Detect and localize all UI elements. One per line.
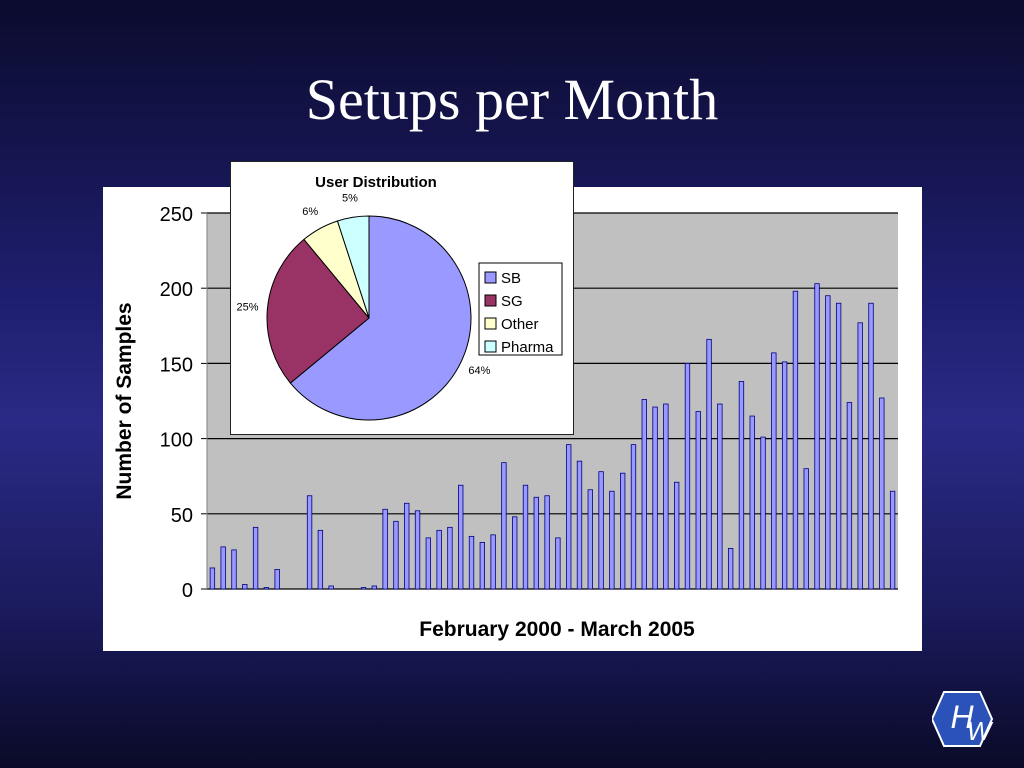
bars <box>209 283 896 590</box>
x-axis-label: February 2000 - March 2005 <box>419 618 695 641</box>
bar <box>555 537 561 590</box>
bar <box>652 406 658 590</box>
bar <box>814 283 820 590</box>
bar <box>360 587 367 590</box>
bar <box>252 526 259 590</box>
bar <box>317 529 324 590</box>
bar <box>587 489 593 590</box>
bar <box>825 295 831 590</box>
legend-swatch <box>484 271 497 284</box>
bar <box>738 381 745 590</box>
pie-slice-sb <box>289 215 472 421</box>
bar <box>889 490 896 590</box>
bar <box>306 495 313 590</box>
bar <box>274 569 280 590</box>
bar <box>760 436 766 590</box>
bar <box>512 516 518 590</box>
bar <box>868 302 874 590</box>
pie-slice-pharma <box>336 215 370 319</box>
bar <box>479 541 485 590</box>
y-tick-label: 200 <box>160 279 193 301</box>
bar <box>371 585 378 590</box>
bar <box>781 361 788 590</box>
bar <box>749 415 755 590</box>
hw-logo: H W <box>930 690 1004 748</box>
bar <box>641 399 647 590</box>
y-tick-labels: 0 50 100 150 200 250 <box>160 204 193 602</box>
bar <box>447 526 453 590</box>
bar <box>328 585 334 590</box>
bar <box>727 547 734 590</box>
bar <box>458 484 464 590</box>
bar <box>425 537 432 590</box>
bar <box>263 587 270 590</box>
bar <box>414 510 421 590</box>
legend-label: Other <box>501 316 539 333</box>
bar <box>706 338 712 590</box>
y-axis-label: Number of Samples <box>113 302 136 499</box>
bar <box>522 484 529 590</box>
bar <box>835 302 842 590</box>
legend-swatch <box>484 340 497 353</box>
y-tick-label: 0 <box>182 580 193 602</box>
bar <box>846 402 853 590</box>
pie-data-labels: 64% 25% 6% 5% <box>237 193 491 377</box>
pie-data-label: 6% <box>302 206 318 218</box>
bar <box>404 502 410 590</box>
pie-slice-sg <box>266 238 370 384</box>
bar <box>382 508 388 590</box>
bar <box>771 352 777 590</box>
bar <box>663 403 669 590</box>
bar <box>576 460 583 590</box>
bar <box>684 362 691 590</box>
svg-text:W: W <box>967 716 994 746</box>
legend-label: SG <box>501 293 523 310</box>
bar <box>209 567 216 590</box>
y-tick-label: 150 <box>160 354 193 376</box>
legend-swatch <box>484 294 497 307</box>
bar <box>803 468 809 590</box>
bar <box>220 546 226 590</box>
bar <box>566 444 572 590</box>
bar <box>501 462 507 590</box>
bar <box>792 290 799 590</box>
pie-data-label: 25% <box>237 302 259 314</box>
svg-text:H: H <box>950 699 974 735</box>
pie-chart-panel: User Distribution 64% 25% 6% 5% SB SG Other Ph… <box>230 161 574 435</box>
bar <box>598 471 604 590</box>
legend-label: Pharma <box>501 339 554 356</box>
bar <box>242 584 248 590</box>
bar <box>673 481 680 590</box>
bar <box>879 397 885 590</box>
bar <box>393 520 399 590</box>
pie-legend: SB SG Other Pharma <box>478 262 563 356</box>
pie-data-label: 64% <box>468 365 490 377</box>
pie-title: User Distribution <box>315 174 437 191</box>
y-tick-label: 50 <box>171 505 193 527</box>
bar <box>468 535 475 590</box>
bar <box>231 549 237 590</box>
bar <box>630 444 637 590</box>
y-tick-label: 100 <box>160 430 193 452</box>
hw-logo-mark: H W <box>930 691 994 747</box>
bar <box>857 322 863 590</box>
bar <box>490 534 496 590</box>
bar <box>695 411 701 590</box>
pie-data-label: 5% <box>342 193 358 205</box>
bar <box>544 495 550 590</box>
bar <box>620 472 626 590</box>
bar <box>533 496 539 590</box>
pie-chart: User Distribution 64% 25% 6% 5% SB SG Other Ph… <box>237 174 563 421</box>
legend-swatch <box>484 317 497 330</box>
bar <box>436 529 442 590</box>
legend-label: SB <box>501 270 521 287</box>
pie-slices <box>266 215 472 421</box>
bar <box>717 403 723 590</box>
slide-title: Setups per Month <box>305 67 719 132</box>
y-tick-label: 250 <box>160 204 193 226</box>
bar <box>609 490 615 590</box>
